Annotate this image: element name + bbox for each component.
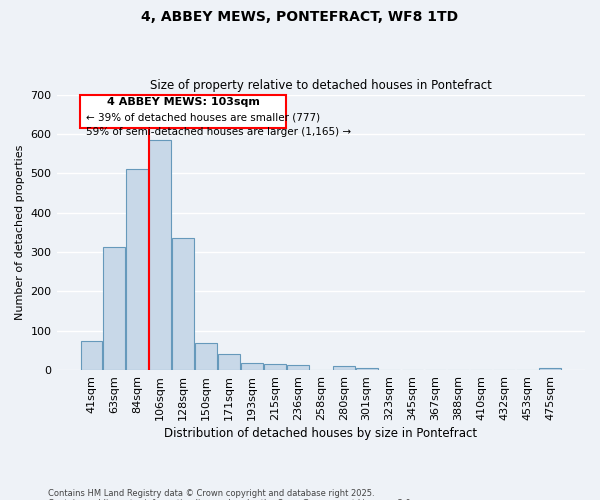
Bar [195,344,217,370]
Text: Contains HM Land Registry data © Crown copyright and database right 2025.: Contains HM Land Registry data © Crown c… [48,488,374,498]
Text: ← 39% of detached houses are smaller (777): ← 39% of detached houses are smaller (77… [86,112,320,122]
Bar [172,238,194,370]
Title: Size of property relative to detached houses in Pontefract: Size of property relative to detached ho… [150,79,492,92]
Text: 59% of semi-detached houses are larger (1,165) →: 59% of semi-detached houses are larger (… [86,127,351,137]
Bar [127,168,148,370]
Y-axis label: Number of detached properties: Number of detached properties [15,144,25,320]
Bar [241,363,263,370]
Text: 4, ABBEY MEWS, PONTEFRACT, WF8 1TD: 4, ABBEY MEWS, PONTEFRACT, WF8 1TD [142,10,458,24]
Bar [539,368,561,370]
Bar [218,354,240,370]
Bar [264,364,286,370]
Bar [80,340,103,370]
Bar [333,366,355,370]
Text: Contains public sector information licensed under the Open Government Licence v3: Contains public sector information licen… [48,498,413,500]
Bar [287,366,309,370]
Text: 4 ABBEY MEWS: 103sqm: 4 ABBEY MEWS: 103sqm [107,97,260,107]
X-axis label: Distribution of detached houses by size in Pontefract: Distribution of detached houses by size … [164,427,478,440]
Bar [149,140,171,370]
Bar [356,368,377,370]
Bar [103,248,125,370]
